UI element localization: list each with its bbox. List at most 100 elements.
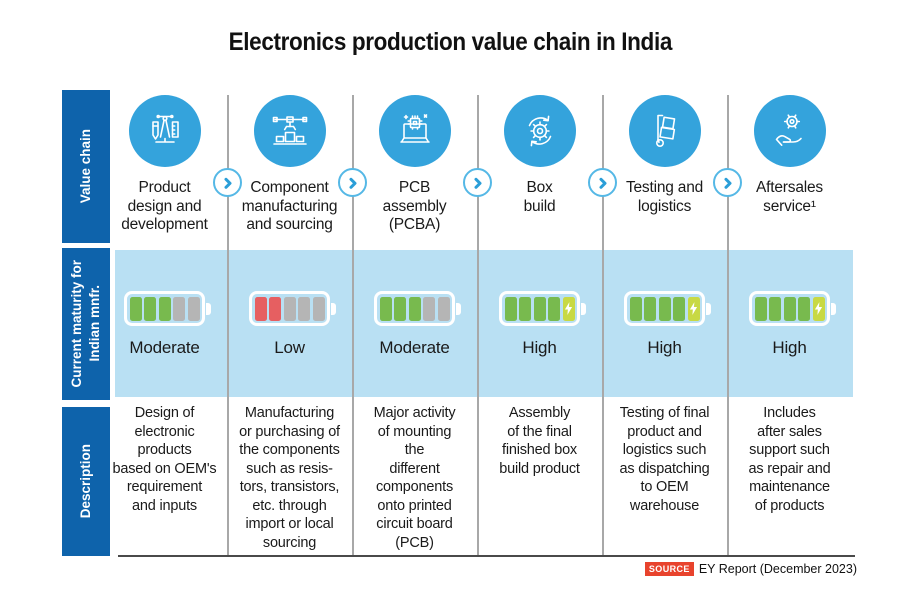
row-header-label: Current maturity for Indian mnfr. <box>68 260 102 388</box>
value-chain-step: Component manufacturing and sourcing <box>227 95 352 235</box>
battery-indicator <box>124 291 205 326</box>
step-description: Major activity of mounting the different… <box>373 405 456 551</box>
pcb-chip-icon <box>378 95 451 167</box>
row-header-value-chain: Value chain <box>62 90 110 243</box>
battery-segment-green <box>533 296 546 321</box>
next-step-arrow-icon <box>463 168 492 197</box>
battery-indicator <box>624 291 705 326</box>
title-row: Electronics production value chain in In… <box>0 28 900 57</box>
battery-segment-bolt <box>687 296 700 321</box>
hand-truck-icon <box>628 95 701 167</box>
battery-segment-green <box>754 296 767 321</box>
battery-segment-green <box>548 296 560 321</box>
step-description: Includes after sales support such as rep… <box>748 405 831 514</box>
value-chain-step: PCB assembly (PCBA) <box>352 95 477 235</box>
source-badge: SOURCE <box>644 562 694 576</box>
maturity-band <box>115 250 853 397</box>
row-header-description: Description <box>62 407 110 556</box>
step-label: Testing and logistics <box>625 179 704 215</box>
battery-indicator <box>749 291 830 326</box>
maturity-label: High <box>647 338 682 357</box>
next-step-arrow-icon <box>588 168 617 197</box>
value-chain-step: Aftersales service¹ <box>727 95 852 235</box>
maturity-label: Low <box>274 338 305 357</box>
maturity-row: Moderate Low Moderate High High High <box>102 291 852 358</box>
robotic-arm-icon <box>253 95 326 167</box>
battery-segment-green <box>394 296 406 321</box>
service-hand-icon <box>753 95 826 167</box>
battery-segment-red <box>254 296 267 321</box>
battery-segment-green <box>144 296 156 321</box>
battery-segment-green <box>129 296 142 321</box>
row-header-maturity: Current maturity for Indian mnfr. <box>62 248 110 400</box>
description-cell: Includes after sales support such as rep… <box>727 404 852 552</box>
row-header-label: Value chain <box>77 129 93 204</box>
description-cell: Major activity of mounting the different… <box>352 404 477 552</box>
battery-segment-bolt <box>562 296 575 321</box>
maturity-label: Moderate <box>129 338 200 357</box>
battery-segment-gray <box>298 296 310 321</box>
description-row: Design of electronic products based on O… <box>102 404 852 552</box>
maturity-cell: High <box>477 291 602 358</box>
value-chain-row: Product design and development Component… <box>102 95 852 235</box>
battery-segment-green <box>798 296 810 321</box>
column-divider <box>727 95 729 555</box>
column-divider <box>477 95 479 555</box>
battery-indicator <box>249 291 330 326</box>
maturity-label: High <box>772 338 807 357</box>
next-step-arrow-icon <box>213 168 242 197</box>
footer-rule <box>118 555 855 557</box>
maturity-cell: Moderate <box>352 291 477 358</box>
step-label: PCB assembly (PCBA) <box>382 179 447 233</box>
gear-process-icon <box>503 95 576 167</box>
row-header-label: Description <box>77 444 93 519</box>
battery-segment-bolt <box>812 296 825 321</box>
battery-segment-gray <box>283 296 296 321</box>
battery-segment-green <box>673 296 685 321</box>
step-description: Manufacturing or purchasing of the compo… <box>239 405 340 551</box>
description-cell: Assembly of the final finished box build… <box>477 404 602 552</box>
battery-segment-green <box>519 296 531 321</box>
maturity-cell: Moderate <box>102 291 227 358</box>
maturity-cell: High <box>602 291 727 358</box>
column-divider <box>602 95 604 555</box>
next-step-arrow-icon <box>338 168 367 197</box>
battery-segment-gray <box>312 296 325 321</box>
next-step-arrow-icon <box>713 168 742 197</box>
step-label: Box build <box>523 179 556 215</box>
battery-segment-red <box>269 296 281 321</box>
maturity-cell: High <box>727 291 852 358</box>
battery-segment-green <box>658 296 671 321</box>
description-cell: Design of electronic products based on O… <box>102 404 227 552</box>
battery-segment-green <box>504 296 517 321</box>
description-cell: Manufacturing or purchasing of the compo… <box>227 404 352 552</box>
battery-indicator <box>499 291 580 326</box>
step-label: Component manufacturing and sourcing <box>241 179 338 233</box>
page-title: Electronics production value chain in In… <box>228 28 672 56</box>
battery-segment-gray <box>437 296 450 321</box>
maturity-cell: Low <box>227 291 352 358</box>
step-label: Aftersales service¹ <box>756 179 823 215</box>
battery-segment-gray <box>187 296 200 321</box>
battery-segment-green <box>408 296 421 321</box>
battery-indicator <box>374 291 455 326</box>
value-chain-step: Product design and development <box>102 95 227 235</box>
battery-segment-green <box>379 296 392 321</box>
column-divider <box>352 95 354 555</box>
battery-segment-gray <box>423 296 435 321</box>
maturity-label: Moderate <box>379 338 450 357</box>
battery-segment-gray <box>173 296 185 321</box>
battery-segment-green <box>644 296 656 321</box>
description-cell: Testing of final product and logistics s… <box>602 404 727 552</box>
battery-segment-green <box>629 296 642 321</box>
source-text: EY Report (December 2023) <box>698 562 857 576</box>
step-description: Assembly of the final finished box build… <box>499 405 580 477</box>
value-chain-step: Testing and logistics <box>602 95 727 235</box>
value-chain-step: Box build <box>477 95 602 235</box>
step-label: Product design and development <box>121 179 208 233</box>
battery-segment-green <box>158 296 171 321</box>
column-divider <box>227 95 229 555</box>
maturity-label: High <box>522 338 557 357</box>
battery-segment-green <box>769 296 781 321</box>
